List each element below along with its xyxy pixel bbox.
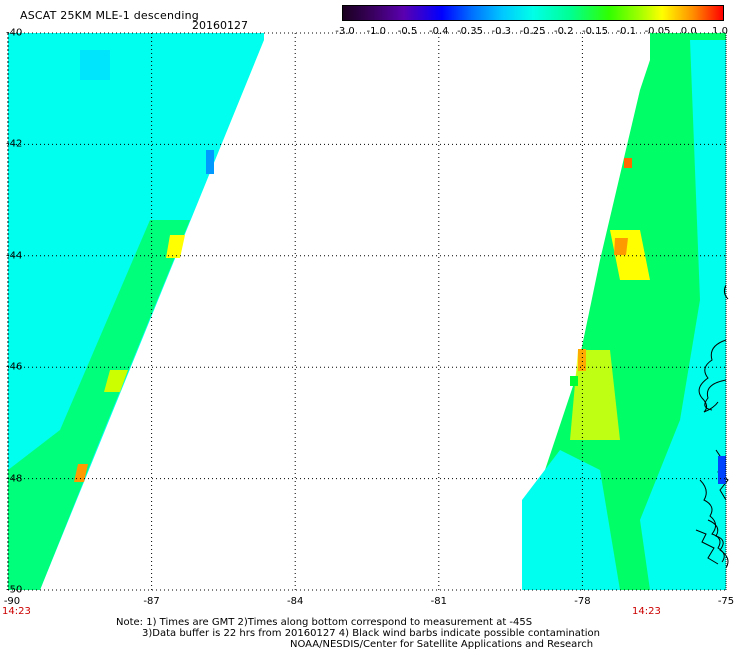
left-swath bbox=[8, 33, 264, 590]
lon-label: -81 bbox=[430, 596, 447, 607]
right-swath bbox=[522, 33, 726, 590]
lon-label: -90 bbox=[3, 596, 21, 607]
lon-label: -75 bbox=[717, 596, 735, 607]
note-line-1: Note: 1) Times are GMT 2)Times along bot… bbox=[116, 617, 533, 628]
lon-label: -78 bbox=[574, 596, 591, 607]
coastal-blue-pixels bbox=[718, 456, 726, 484]
lon-label: -84 bbox=[287, 596, 304, 607]
lat-lon-grid bbox=[7, 32, 727, 591]
colorbar-tick-label: 0.0 bbox=[680, 26, 697, 37]
lat-label: -40 bbox=[6, 27, 23, 39]
colorbar-tick-label: -1.0 bbox=[366, 26, 387, 37]
time-label-left: 14:23 bbox=[2, 606, 31, 617]
lat-label: -44 bbox=[6, 250, 23, 262]
colorbar-tick-label: -0.15 bbox=[582, 26, 608, 37]
lat-label: -48 bbox=[6, 473, 23, 485]
time-label-right: 14:23 bbox=[632, 606, 661, 617]
colorbar-tick-label: 1.0 bbox=[712, 26, 728, 37]
lat-label: -46 bbox=[6, 361, 23, 373]
lat-label: -42 bbox=[6, 138, 23, 150]
colorbar-tick-label: -0.2 bbox=[553, 26, 574, 37]
note-line-3: NOAA/NESDIS/Center for Satellite Applica… bbox=[290, 639, 594, 650]
lat-label: -50 bbox=[6, 584, 23, 596]
map-title: ASCAT 25KM MLE-1 descending bbox=[20, 9, 199, 22]
colorbar-tick-label: -0.4 bbox=[428, 26, 449, 37]
lon-label: -87 bbox=[143, 596, 160, 607]
map-date: 20160127 bbox=[192, 19, 248, 32]
colorbar bbox=[342, 5, 724, 21]
colorbar-tick-label: -0.35 bbox=[457, 26, 483, 37]
colorbar-tick-label: -0.25 bbox=[519, 26, 546, 37]
colorbar-tick-label: -0.05 bbox=[644, 26, 671, 37]
colorbar-tick-label: -0.5 bbox=[397, 26, 418, 37]
colorbar-tick-label: -0.3 bbox=[491, 26, 512, 37]
colorbar-tick-label: -0.1 bbox=[616, 26, 637, 37]
colorbar-tick-label: -3.0 bbox=[335, 26, 355, 37]
note-line-2: 3)Data buffer is 22 hrs from 20160127 4)… bbox=[142, 628, 600, 639]
plot-frame bbox=[7, 32, 727, 591]
